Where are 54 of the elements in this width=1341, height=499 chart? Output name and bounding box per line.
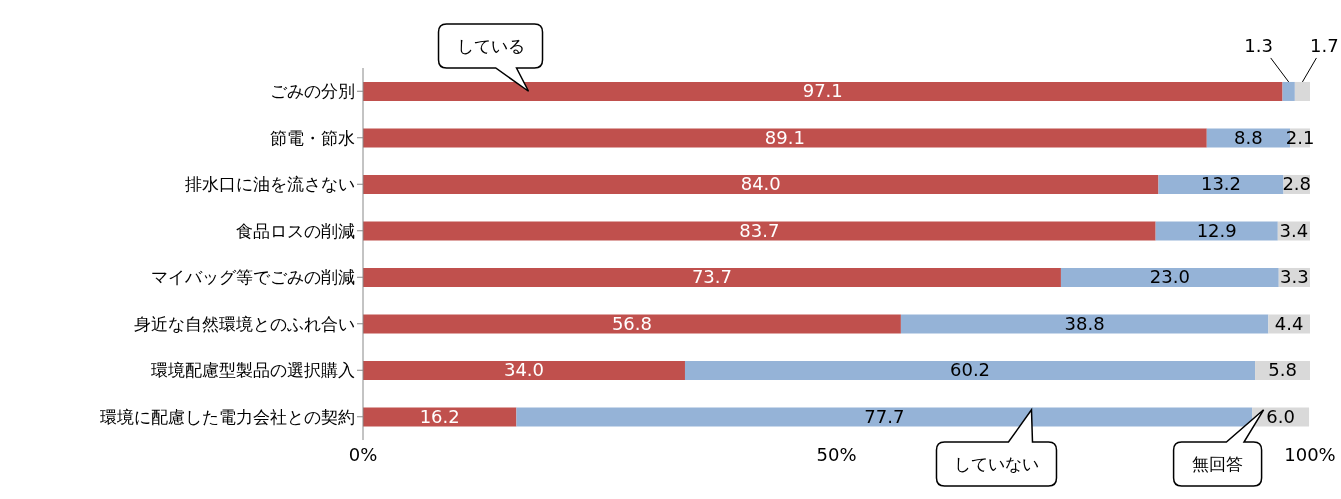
- bar: [363, 81, 1283, 101]
- data-label: 56.8: [611, 312, 652, 334]
- series-label: していない: [953, 454, 1039, 474]
- series-label: している: [456, 36, 525, 56]
- x-tick-label: 50%: [816, 443, 857, 465]
- bar: [1294, 81, 1310, 101]
- y-tick-label: 食品ロスの削減: [236, 220, 355, 241]
- bar: [516, 407, 1253, 427]
- data-label: 1.3: [1244, 34, 1274, 56]
- bar: [1060, 267, 1279, 287]
- data-label: 13.2: [1200, 173, 1242, 195]
- series-label: 無回答: [1192, 454, 1244, 474]
- bar: [900, 314, 1269, 334]
- bar: [684, 360, 1256, 380]
- bar: [363, 360, 685, 380]
- bar: [363, 221, 1156, 241]
- data-label: 5.8: [1268, 359, 1297, 381]
- data-label: 2.8: [1282, 173, 1312, 195]
- bar: [1155, 221, 1278, 241]
- data-label: 89.1: [764, 126, 805, 148]
- data-label: 77.7: [864, 405, 905, 427]
- data-label: 4.4: [1274, 312, 1304, 334]
- data-label: 2.1: [1285, 126, 1315, 148]
- data-label: 83.7: [739, 219, 780, 241]
- data-label: 12.9: [1196, 219, 1237, 241]
- data-label: 1.7: [1310, 34, 1339, 56]
- data-label: 34.0: [503, 359, 545, 381]
- y-tick-label: ごみの分別: [270, 81, 355, 102]
- data-label: 38.8: [1064, 312, 1105, 334]
- y-tick-label: 環境配慮型製品の選択購入: [151, 360, 355, 381]
- data-label: 84.0: [740, 173, 781, 195]
- data-label: 23.0: [1149, 266, 1190, 288]
- bar: [363, 174, 1159, 194]
- bar: [363, 314, 901, 334]
- bar: [1282, 81, 1295, 101]
- data-label: 6.0: [1266, 405, 1295, 427]
- bar: [363, 128, 1207, 148]
- y-tick-label: 節電・節水: [270, 127, 355, 148]
- x-tick-label: 100%: [1284, 443, 1336, 465]
- bar: [1158, 174, 1284, 194]
- data-label: 3.3: [1280, 266, 1309, 288]
- bar: [363, 267, 1061, 287]
- y-tick-label: 環境に配慮した電力会社との契約: [100, 406, 355, 427]
- data-label: 60.2: [949, 359, 991, 381]
- data-label: 97.1: [802, 80, 843, 102]
- data-label: 8.8: [1234, 126, 1263, 148]
- y-tick-label: 身近な自然環境とのふれ合い: [134, 313, 355, 334]
- bar: [363, 407, 517, 427]
- data-label: 16.2: [419, 405, 460, 427]
- y-tick-label: マイバッグ等でごみの削減: [151, 267, 355, 288]
- x-tick-label: 0%: [348, 443, 378, 465]
- data-label: 73.7: [691, 266, 733, 288]
- y-tick-label: 排水口に油を流さない: [185, 174, 355, 195]
- data-label: 3.4: [1279, 219, 1309, 241]
